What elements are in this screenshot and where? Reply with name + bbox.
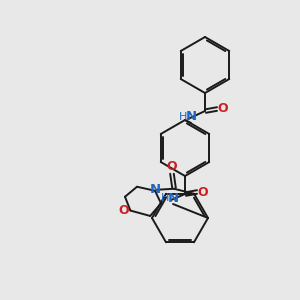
Text: O: O (218, 103, 228, 116)
Text: O: O (198, 185, 208, 199)
Text: N: N (167, 191, 178, 205)
Text: N: N (149, 183, 161, 196)
Text: H: H (161, 193, 169, 203)
Text: N: N (185, 110, 197, 124)
Text: H: H (179, 112, 187, 122)
Text: O: O (118, 204, 129, 217)
Text: O: O (167, 160, 177, 173)
